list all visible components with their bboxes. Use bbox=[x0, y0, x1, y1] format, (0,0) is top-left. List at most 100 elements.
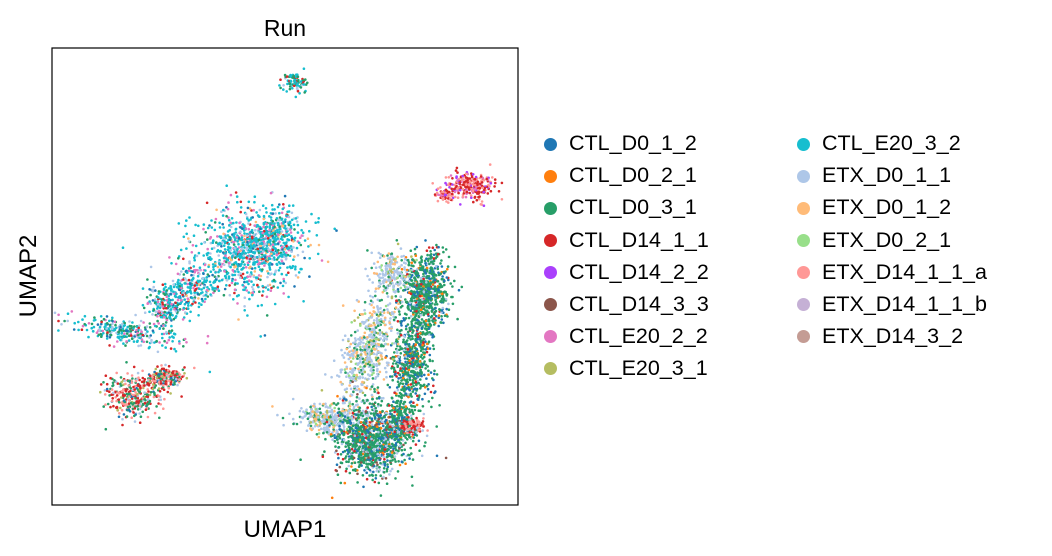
scatter-point bbox=[285, 75, 289, 78]
scatter-point bbox=[445, 276, 449, 279]
scatter-point bbox=[105, 327, 108, 330]
scatter-point bbox=[222, 208, 225, 212]
scatter-point bbox=[164, 363, 167, 367]
scatter-point bbox=[431, 291, 435, 295]
scatter-point bbox=[259, 244, 263, 248]
scatter-point bbox=[167, 386, 171, 390]
scatter-point bbox=[264, 242, 268, 246]
scatter-point bbox=[377, 287, 380, 290]
scatter-point bbox=[220, 210, 223, 213]
scatter-point bbox=[57, 313, 60, 317]
scatter-point bbox=[390, 252, 394, 255]
scatter-point bbox=[398, 335, 401, 339]
scatter-point bbox=[182, 235, 186, 239]
scatter-point bbox=[250, 209, 253, 212]
scatter-point bbox=[246, 240, 249, 244]
scatter-point bbox=[157, 375, 161, 378]
scatter-point bbox=[317, 217, 321, 220]
scatter-point bbox=[410, 279, 413, 282]
scatter-point bbox=[361, 417, 364, 420]
scatter-point bbox=[243, 296, 247, 300]
scatter-point bbox=[296, 89, 300, 93]
scatter-point bbox=[157, 387, 161, 390]
scatter-point bbox=[258, 258, 262, 261]
scatter-point bbox=[252, 283, 255, 287]
scatter-point bbox=[391, 342, 394, 345]
scatter-point bbox=[404, 355, 408, 358]
scatter-point bbox=[206, 273, 210, 276]
scatter-point bbox=[304, 220, 308, 223]
scatter-point bbox=[351, 368, 354, 372]
scatter-point bbox=[192, 276, 195, 280]
scatter-point bbox=[411, 359, 415, 362]
scatter-point bbox=[130, 374, 134, 377]
scatter-point bbox=[404, 392, 407, 395]
scatter-point bbox=[276, 205, 280, 209]
scatter-point bbox=[282, 84, 285, 87]
scatter-point bbox=[435, 303, 439, 306]
scatter-point bbox=[388, 327, 391, 330]
scatter-point bbox=[229, 248, 232, 252]
scatter-point bbox=[482, 190, 486, 194]
scatter-point bbox=[139, 332, 142, 336]
scatter-point bbox=[128, 405, 132, 409]
scatter-point bbox=[295, 220, 299, 223]
scatter-point bbox=[249, 218, 252, 221]
scatter-point bbox=[273, 273, 276, 276]
scatter-point bbox=[162, 288, 166, 292]
scatter-point bbox=[244, 280, 248, 284]
scatter-point bbox=[271, 248, 275, 252]
scatter-point bbox=[346, 372, 350, 375]
scatter-point bbox=[419, 285, 423, 288]
scatter-point bbox=[227, 261, 231, 265]
scatter-point bbox=[403, 369, 407, 373]
scatter-point bbox=[104, 374, 108, 378]
scatter-point bbox=[188, 286, 191, 290]
scatter-point bbox=[122, 383, 125, 387]
scatter-point bbox=[138, 378, 141, 382]
scatter-point bbox=[279, 237, 283, 241]
scatter-point bbox=[211, 263, 215, 266]
scatter-point bbox=[141, 303, 145, 307]
scatter-point bbox=[335, 229, 338, 232]
scatter-point bbox=[167, 311, 171, 314]
scatter-point bbox=[183, 337, 187, 341]
scatter-point bbox=[108, 330, 111, 333]
scatter-point bbox=[291, 87, 294, 90]
scatter-point bbox=[226, 271, 230, 275]
scatter-point bbox=[419, 378, 422, 381]
scatter-point bbox=[493, 178, 497, 181]
scatter-point bbox=[124, 398, 128, 401]
scatter-point bbox=[441, 275, 444, 278]
scatter-point bbox=[190, 251, 194, 254]
scatter-point bbox=[229, 193, 233, 197]
scatter-point bbox=[222, 256, 226, 260]
scatter-point bbox=[268, 268, 272, 271]
scatter-point bbox=[155, 376, 159, 380]
scatter-point bbox=[443, 283, 446, 287]
scatter-point bbox=[132, 365, 136, 369]
scatter-point bbox=[159, 315, 163, 319]
scatter-point bbox=[288, 82, 292, 85]
scatter-point bbox=[116, 340, 119, 343]
scatter-point bbox=[433, 248, 437, 252]
scatter-point bbox=[425, 249, 429, 252]
scatter-point bbox=[377, 251, 381, 255]
scatter-point bbox=[343, 334, 347, 338]
scatter-point bbox=[127, 399, 131, 402]
scatter-point bbox=[234, 270, 237, 273]
scatter-point bbox=[122, 413, 126, 416]
scatter-point bbox=[134, 397, 137, 400]
scatter-point bbox=[218, 243, 221, 246]
scatter-point bbox=[161, 303, 165, 306]
scatter-point bbox=[446, 315, 449, 318]
scatter-point bbox=[293, 285, 296, 288]
scatter-point bbox=[122, 403, 125, 406]
scatter-point bbox=[287, 215, 291, 219]
scatter-point bbox=[132, 340, 136, 343]
scatter-point bbox=[412, 306, 415, 309]
scatter-point bbox=[431, 335, 434, 339]
scatter-point bbox=[141, 376, 145, 380]
scatter-point bbox=[415, 303, 419, 307]
scatter-point bbox=[205, 279, 209, 282]
